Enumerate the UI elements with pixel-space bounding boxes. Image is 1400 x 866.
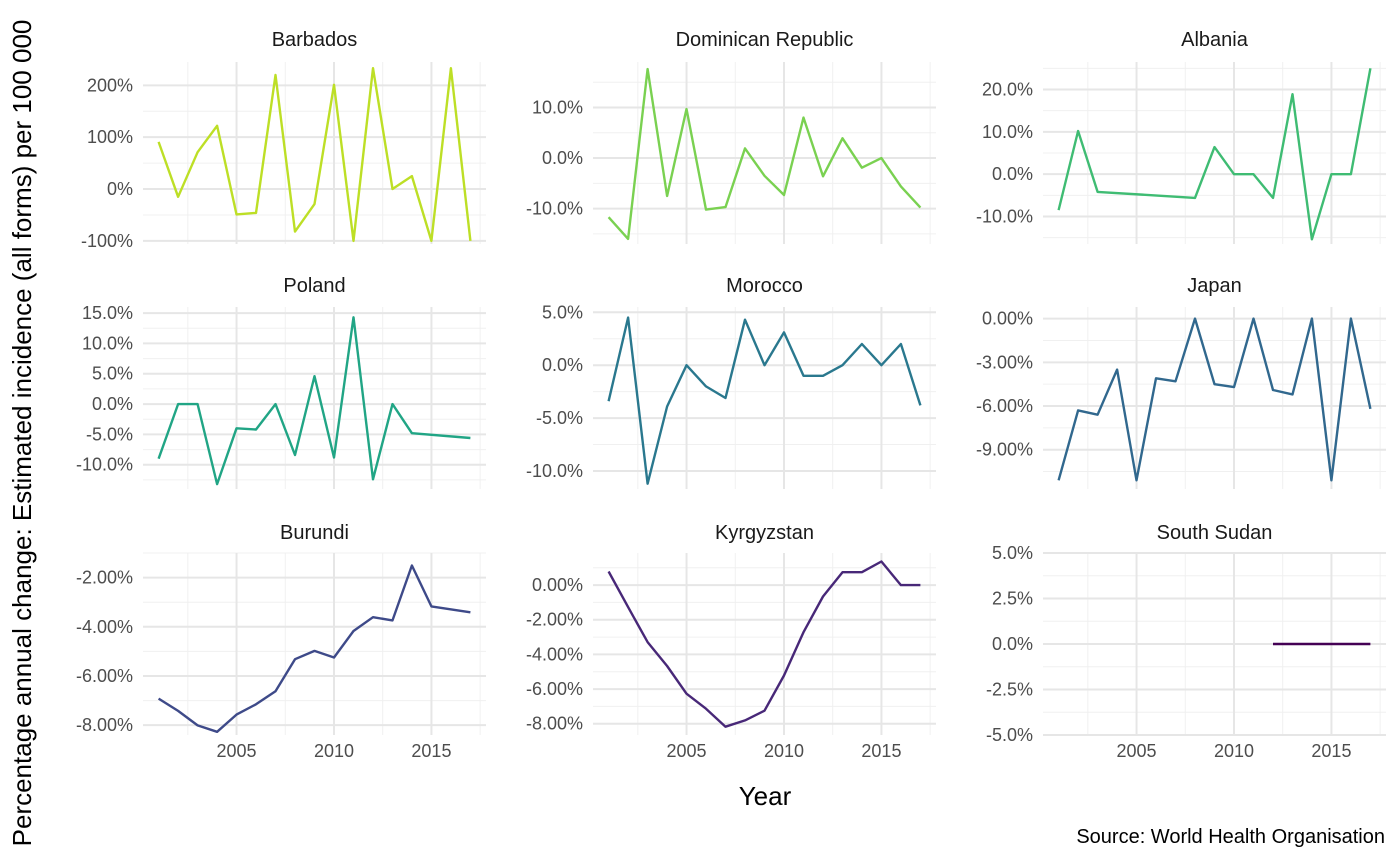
- y-tick-label: -10.0%: [526, 461, 583, 481]
- y-tick-label: 0.0%: [542, 148, 583, 168]
- y-tick-label: -9.00%: [976, 440, 1033, 460]
- y-tick-label: -10.0%: [76, 455, 133, 475]
- series-line: [1057, 68, 1372, 241]
- panel-poland: Poland -10.0% -5.0% 0.0% 5.0% 10.0% 15.0%: [76, 275, 486, 489]
- y-tick-label: 0.00%: [982, 309, 1033, 329]
- y-tick-label: 10.0%: [982, 122, 1033, 142]
- y-tick-label: 0.0%: [992, 164, 1033, 184]
- y-tick-label: -6.00%: [976, 396, 1033, 416]
- panel-dominican-republic: Dominican Republic -10.0% 0.0% 10.0%: [526, 29, 936, 244]
- y-tick-label: -6.00%: [526, 679, 583, 699]
- panel-south-sudan: South Sudan -5.0% -2.5% 0.0% 2.5% 5.0% 2005 201…: [986, 522, 1386, 761]
- panel-title: Poland: [283, 275, 345, 297]
- x-tick-label: 2005: [217, 741, 257, 761]
- y-tick-label: -8.00%: [76, 715, 133, 735]
- x-tick-label: 2010: [764, 741, 804, 761]
- panel-morocco: Morocco -10.0% -5.0% 0.0% 5.0%: [526, 275, 936, 489]
- panel-albania: Albania -10.0% 0.0% 10.0% 20.0%: [976, 29, 1386, 244]
- y-tick-label: -10.0%: [976, 206, 1033, 226]
- y-tick-label: 0.0%: [92, 394, 133, 414]
- panel-kyrgyzstan: Kyrgyzstan -8.00% -6.00% -4.00% -2.00% 0.00% 2…: [526, 522, 936, 761]
- series-line: [607, 67, 922, 241]
- y-tick-label: 5.0%: [992, 543, 1033, 563]
- x-tick-label: 2005: [1117, 741, 1157, 761]
- y-tick-label: -3.00%: [976, 352, 1033, 372]
- panel-barbados: Barbados -100% 0% 100% 200%: [81, 29, 486, 251]
- y-tick-label: -4.00%: [76, 617, 133, 637]
- y-tick-label: 5.0%: [542, 302, 583, 322]
- y-tick-label: 15.0%: [82, 303, 133, 323]
- y-tick-label: -5.0%: [986, 725, 1033, 745]
- x-tick-label: 2005: [667, 741, 707, 761]
- panel-burundi: Burundi -8.00% -6.00% -4.00% -2.00% 2005 2010 2…: [76, 522, 486, 761]
- panel-title: Japan: [1187, 275, 1242, 297]
- y-tick-label: -10.0%: [526, 199, 583, 219]
- y-tick-label: -2.00%: [526, 610, 583, 630]
- x-tick-label: 2015: [411, 741, 451, 761]
- y-tick-label: -2.00%: [76, 568, 133, 588]
- y-tick-label: 20.0%: [982, 80, 1033, 100]
- y-tick-label: 100%: [87, 127, 133, 147]
- x-tick-label: 2010: [1214, 741, 1254, 761]
- panel-title: Kyrgyzstan: [715, 522, 814, 544]
- series-line: [157, 316, 471, 486]
- y-tick-label: 10.0%: [82, 333, 133, 353]
- y-tick-label: 0.00%: [532, 575, 583, 595]
- panel-title: Albania: [1181, 29, 1249, 51]
- source-caption: Source: World Health Organisation: [1076, 826, 1385, 848]
- series-line: [607, 316, 922, 485]
- y-tick-label: 10.0%: [532, 98, 583, 118]
- series-line: [157, 564, 471, 733]
- y-tick-label: 0%: [107, 179, 133, 199]
- y-tick-label: -8.00%: [526, 714, 583, 734]
- panel-title: Burundi: [280, 522, 349, 544]
- y-tick-label: 5.0%: [92, 364, 133, 384]
- x-axis-title: Year: [739, 781, 792, 811]
- panel-title: Barbados: [272, 29, 358, 51]
- x-tick-label: 2015: [861, 741, 901, 761]
- x-tick-label: 2010: [314, 741, 354, 761]
- y-tick-label: -2.5%: [986, 680, 1033, 700]
- y-tick-label: -100%: [81, 231, 133, 251]
- y-axis-title: Percentage annual change: Estimated inci…: [7, 20, 37, 847]
- y-tick-label: 0.0%: [542, 355, 583, 375]
- series-line: [607, 560, 921, 728]
- y-tick-label: 0.0%: [992, 634, 1033, 654]
- y-tick-label: -6.00%: [76, 666, 133, 686]
- panel-japan: Japan -9.00% -6.00% -3.00% 0.00%: [976, 275, 1386, 489]
- series-line: [157, 66, 472, 243]
- series-line: [1057, 317, 1372, 482]
- panels-group: Barbados -100% 0% 100% 200% Dominican Republi…: [76, 29, 1386, 761]
- panel-title: Dominican Republic: [676, 29, 854, 51]
- y-tick-label: -4.00%: [526, 644, 583, 664]
- panel-title: Morocco: [726, 275, 803, 297]
- y-tick-label: 2.5%: [992, 589, 1033, 609]
- y-tick-label: -5.0%: [536, 408, 583, 428]
- x-tick-label: 2015: [1311, 741, 1351, 761]
- y-tick-label: -5.0%: [86, 424, 133, 444]
- panel-title: South Sudan: [1157, 522, 1273, 544]
- y-tick-label: 200%: [87, 75, 133, 95]
